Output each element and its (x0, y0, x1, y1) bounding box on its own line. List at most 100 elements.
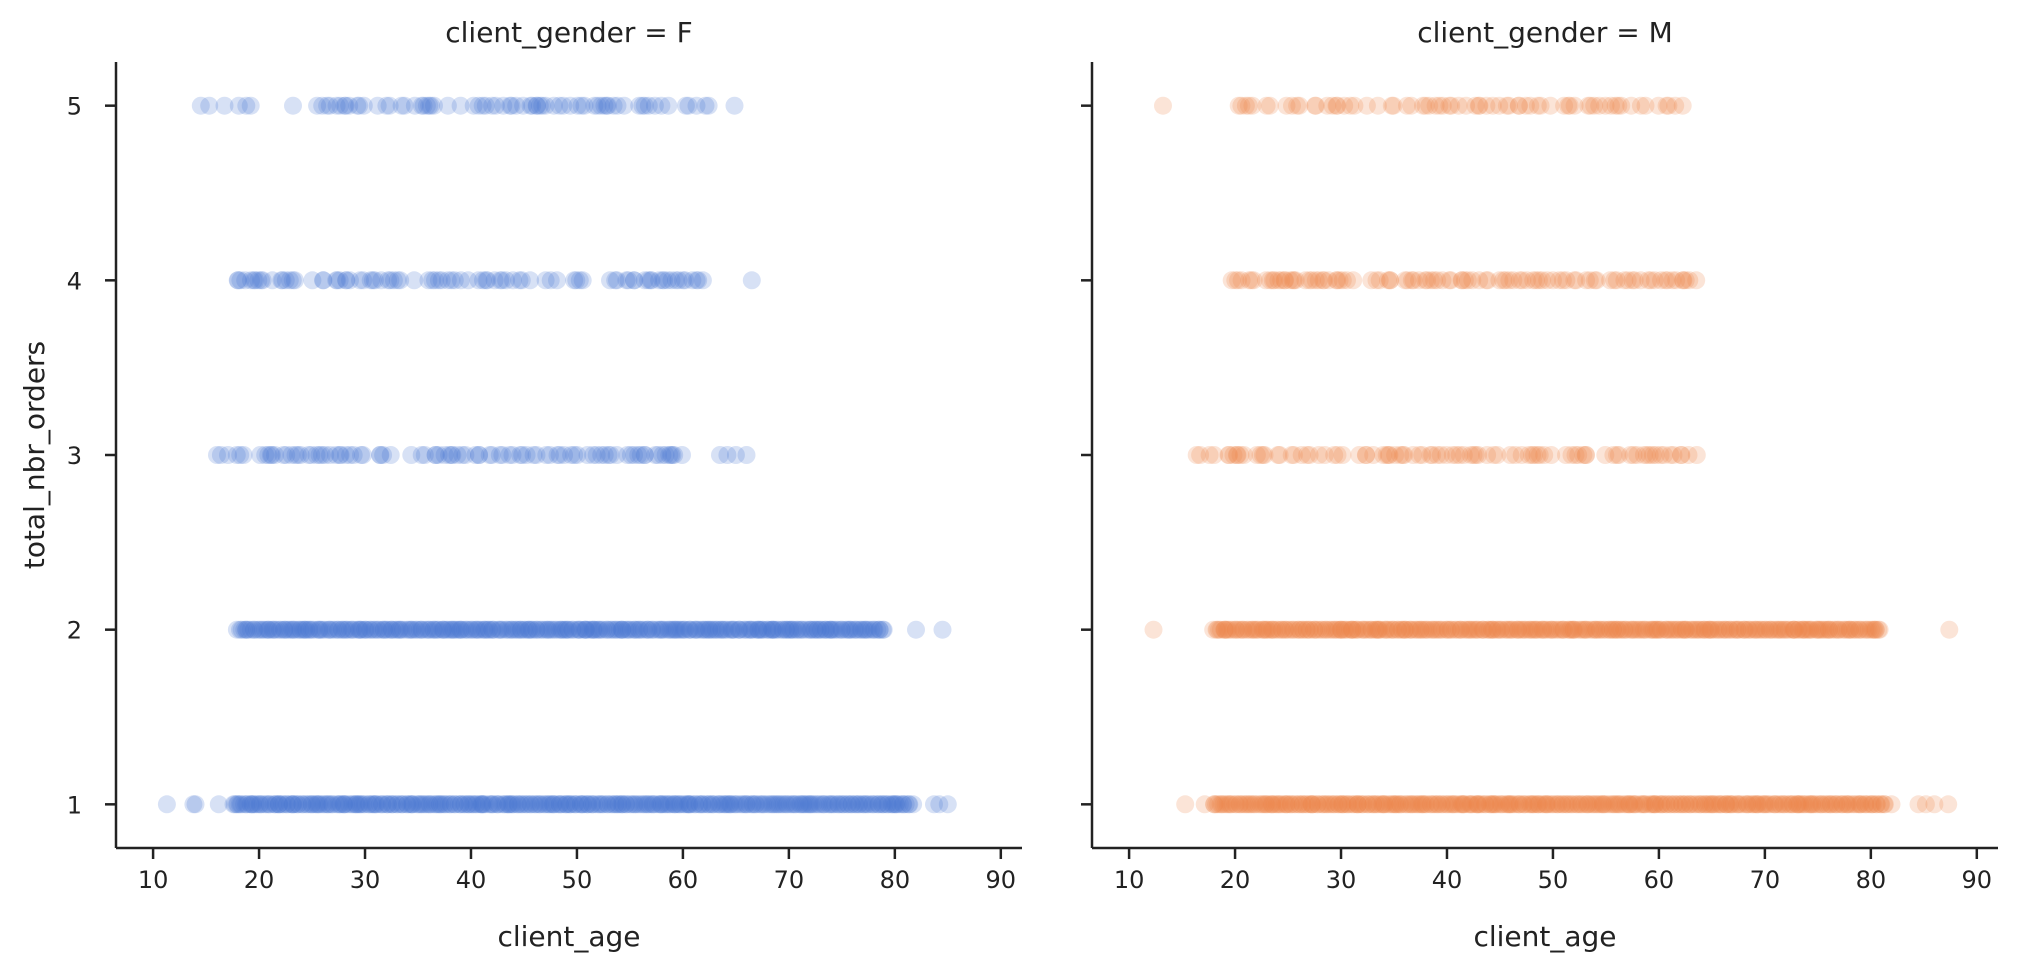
data-point (750, 795, 769, 814)
data-point (1313, 271, 1332, 290)
x-tick-label: 50 (1538, 866, 1569, 894)
data-point (1422, 620, 1441, 639)
data-point (559, 620, 578, 639)
data-point (1270, 446, 1289, 464)
data-point (243, 795, 262, 814)
data-point (259, 620, 278, 639)
data-point (1548, 620, 1567, 639)
data-point (1634, 446, 1653, 464)
data-point (1693, 620, 1712, 639)
data-point (433, 795, 452, 814)
data-point (1557, 795, 1576, 814)
data-point (487, 795, 506, 814)
x-tick-label: 10 (1114, 866, 1145, 894)
data-point (646, 620, 665, 639)
data-point (1704, 620, 1723, 639)
data-point (1796, 620, 1815, 639)
data-point (1783, 620, 1802, 639)
data-point (1325, 795, 1343, 814)
data-point (1522, 620, 1541, 639)
data-point (310, 446, 329, 464)
data-point (1333, 271, 1352, 290)
data-point (1368, 96, 1387, 115)
data-point (440, 446, 459, 464)
data-point (566, 795, 584, 814)
data-point (1267, 795, 1286, 814)
data-point (1366, 620, 1385, 639)
data-point (1327, 271, 1346, 290)
data-point (1507, 620, 1526, 639)
data-point (296, 795, 315, 814)
data-point (1393, 620, 1411, 639)
data-point (573, 795, 592, 814)
data-point (231, 271, 250, 290)
data-point (690, 795, 708, 814)
data-point (1357, 620, 1376, 639)
data-point (483, 620, 502, 639)
data-point (1645, 620, 1664, 639)
data-point (275, 620, 294, 639)
data-point (1386, 795, 1404, 814)
data-point (1698, 795, 1717, 814)
data-point (1521, 96, 1540, 115)
data-point (1263, 620, 1281, 639)
data-point (1322, 795, 1341, 814)
data-point (1205, 446, 1224, 464)
data-point (1347, 620, 1366, 639)
data-point (412, 620, 431, 639)
data-point (1187, 446, 1206, 464)
data-point (1775, 620, 1794, 639)
data-point (1829, 620, 1848, 639)
data-point (806, 795, 825, 814)
data-point (865, 620, 884, 639)
data-point (1661, 446, 1680, 464)
data-point (1447, 446, 1466, 464)
data-point (1308, 795, 1327, 814)
data-point (1521, 795, 1540, 814)
data-point (344, 795, 363, 814)
data-point (1191, 446, 1210, 464)
data-point (522, 620, 541, 639)
data-point (1801, 795, 1820, 814)
data-point (1462, 795, 1480, 814)
data-point (524, 620, 542, 639)
data-point (568, 795, 587, 814)
data-point (327, 271, 346, 290)
data-point (336, 96, 355, 115)
data-point (1512, 446, 1531, 464)
data-point (715, 795, 734, 814)
data-point (653, 271, 672, 290)
data-point (1814, 620, 1833, 639)
data-point (604, 96, 623, 115)
data-point (1231, 795, 1250, 814)
data-point (307, 795, 326, 814)
data-point (1850, 620, 1869, 639)
data-point (1239, 96, 1258, 115)
data-point (1407, 795, 1425, 814)
data-point (665, 795, 683, 814)
data-point (1300, 271, 1319, 290)
data-point (793, 795, 812, 814)
data-point (1497, 620, 1516, 639)
data-point (1828, 795, 1846, 814)
data-point (1691, 795, 1710, 814)
data-point (1657, 795, 1676, 814)
data-point (598, 96, 617, 115)
data-point (1511, 620, 1530, 639)
data-point (1263, 271, 1282, 290)
data-point (282, 446, 301, 464)
data-point (656, 795, 675, 814)
data-point (655, 271, 674, 290)
data-point (614, 795, 632, 814)
data-point (1839, 795, 1857, 814)
data-point (802, 620, 821, 639)
data-point (354, 271, 373, 290)
data-point (1863, 795, 1881, 814)
data-point (393, 795, 411, 814)
data-point (1875, 795, 1894, 814)
data-point (1469, 620, 1488, 639)
data-point (1802, 795, 1821, 814)
data-point (1774, 795, 1793, 814)
data-point (1318, 795, 1337, 814)
data-point (1513, 620, 1532, 639)
